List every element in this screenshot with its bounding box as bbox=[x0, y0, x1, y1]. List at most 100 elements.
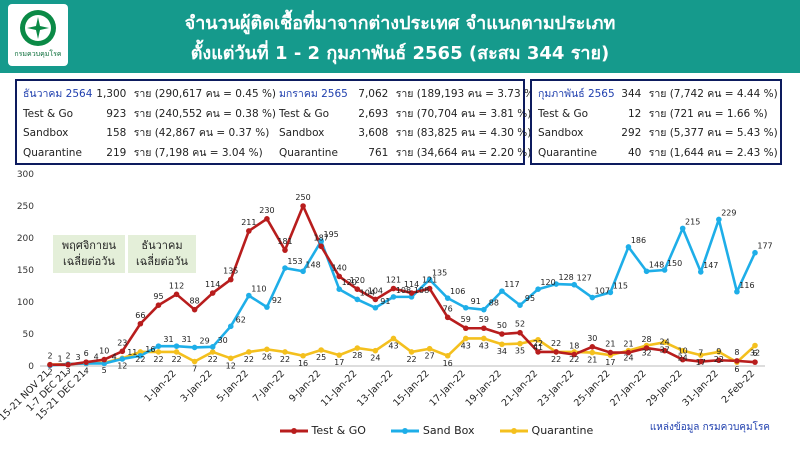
data-label: 52 bbox=[515, 320, 525, 329]
data-label: 150 bbox=[667, 259, 682, 268]
x-tick-label: 11-Jan-22 bbox=[319, 368, 359, 408]
data-label: 115 bbox=[613, 281, 628, 290]
data-label: 50 bbox=[497, 321, 507, 330]
data-point bbox=[661, 339, 668, 346]
legend-item: Quarantine bbox=[500, 424, 593, 437]
data-point bbox=[318, 347, 324, 353]
data-point bbox=[716, 216, 722, 223]
data-point bbox=[246, 349, 252, 355]
ddc-emblem-icon bbox=[20, 10, 56, 46]
data-label: 135 bbox=[223, 267, 238, 276]
data-point bbox=[462, 335, 469, 342]
data-point bbox=[101, 356, 108, 363]
data-point bbox=[264, 346, 270, 353]
data-point bbox=[173, 291, 180, 298]
x-tick-label: 21-Jan-22 bbox=[500, 368, 540, 408]
summary-label: กุมภาพันธ์ 2565 bbox=[538, 88, 615, 100]
data-point bbox=[481, 306, 487, 313]
data-label: 153 bbox=[287, 257, 302, 266]
data-label: 76 bbox=[443, 304, 453, 313]
data-point bbox=[354, 286, 361, 292]
summary-row: กุมภาพันธ์ 2565 344 ราย (7,742 คน = 4.44… bbox=[538, 85, 778, 105]
data-label: 22 bbox=[244, 355, 254, 364]
data-point bbox=[499, 331, 505, 337]
summary-label: Quarantine bbox=[538, 146, 597, 159]
data-label: 31 bbox=[163, 335, 173, 344]
summary-detail: ราย (7,198 คน = 3.04 %) bbox=[133, 146, 263, 159]
data-label: 43 bbox=[479, 341, 489, 350]
data-label: 4 bbox=[84, 366, 89, 375]
summary-row: Quarantine 40 ราย (1,644 คน = 2.43 %) bbox=[538, 144, 778, 164]
data-label: 195 bbox=[324, 230, 339, 239]
data-label: 22 bbox=[714, 355, 724, 364]
data-label: 62 bbox=[236, 315, 246, 324]
data-point bbox=[408, 349, 415, 355]
data-label: 22 bbox=[208, 355, 218, 364]
data-label: 148 bbox=[649, 260, 664, 269]
data-point bbox=[553, 281, 559, 287]
x-tick-label: 9-Jan-22 bbox=[287, 368, 323, 404]
data-label: 2 bbox=[47, 352, 52, 361]
summary-detail: ราย (189,193 คน = 3.73 %) bbox=[395, 88, 539, 100]
x-tick-label: 23-Jan-22 bbox=[536, 368, 576, 408]
data-point bbox=[65, 361, 71, 368]
summary-count: 158 bbox=[106, 127, 127, 139]
data-point bbox=[390, 335, 397, 342]
data-label: 22 bbox=[406, 355, 416, 364]
data-label: 22 bbox=[280, 355, 290, 364]
data-label: 229 bbox=[721, 208, 736, 217]
data-label: 29 bbox=[200, 336, 210, 345]
data-label: 16 bbox=[443, 359, 453, 368]
data-label: 211 bbox=[241, 218, 256, 227]
data-label: 6 bbox=[734, 365, 739, 374]
data-point bbox=[336, 273, 343, 280]
data-point bbox=[390, 294, 397, 300]
summary-count: 344 bbox=[621, 88, 642, 100]
data-label: 95 bbox=[525, 294, 535, 303]
summary-label: Quarantine bbox=[23, 146, 82, 159]
data-point bbox=[300, 352, 306, 359]
summary-detail: ราย (1,644 คน = 2.43 %) bbox=[648, 146, 778, 159]
data-point bbox=[589, 294, 596, 301]
data-label: 17 bbox=[696, 358, 706, 367]
data-point bbox=[643, 268, 650, 275]
data-label: 128 bbox=[559, 273, 574, 282]
data-point bbox=[607, 349, 614, 356]
legend-item: Test & GO bbox=[280, 424, 366, 437]
legend-swatch-test-go bbox=[280, 428, 308, 434]
series-line-test-go bbox=[50, 204, 756, 367]
data-point bbox=[191, 306, 198, 313]
data-point bbox=[679, 347, 686, 354]
data-label: 18 bbox=[569, 341, 579, 350]
x-tick-label: 1-Jan-22 bbox=[142, 368, 178, 404]
data-point bbox=[191, 358, 198, 365]
summary-count: 219 bbox=[106, 146, 127, 159]
data-label: 114 bbox=[404, 280, 419, 289]
data-label: 37 bbox=[660, 345, 670, 354]
summary-count: 761 bbox=[368, 146, 389, 159]
x-tick-label: 31-Jan-22 bbox=[681, 368, 721, 408]
data-label: 135 bbox=[432, 269, 447, 278]
summary-detail: ราย (290,617 คน = 0.45 %) bbox=[133, 88, 277, 100]
summary-count: 292 bbox=[621, 127, 642, 139]
summary-count: 2,693 bbox=[358, 107, 389, 120]
data-point bbox=[209, 349, 216, 355]
legend-swatch-quarantine bbox=[500, 428, 529, 434]
data-label: 21 bbox=[605, 340, 615, 349]
summary-label: Sandbox bbox=[279, 127, 325, 139]
data-label: 148 bbox=[305, 260, 320, 269]
data-label: 28 bbox=[641, 335, 651, 344]
data-label: 11 bbox=[127, 348, 137, 357]
data-label: 95 bbox=[153, 292, 163, 301]
data-label: 120 bbox=[540, 278, 555, 287]
y-tick-label: 250 bbox=[17, 202, 34, 212]
data-label: 104 bbox=[360, 288, 375, 297]
summary-row: Test & Go 2,693 ราย (70,704 คน = 3.81 %) bbox=[279, 105, 538, 125]
summary-row: Sandbox 3,608 ราย (83,825 คน = 4.30 %) bbox=[279, 124, 538, 144]
data-label: 7 bbox=[698, 349, 703, 358]
data-point bbox=[336, 286, 343, 292]
data-label: 104 bbox=[368, 286, 383, 295]
data-point bbox=[462, 325, 469, 332]
data-point bbox=[734, 358, 740, 364]
